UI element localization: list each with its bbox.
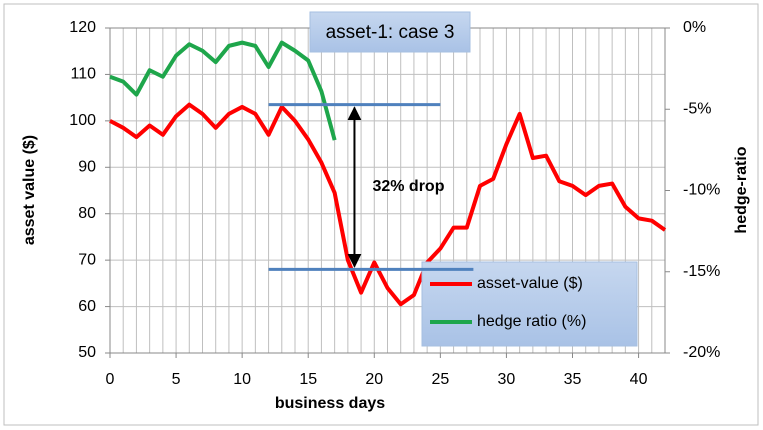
x-axis-label: business days <box>275 395 385 412</box>
y-tick-label: 100 <box>69 112 96 129</box>
y2-tick-label: -10% <box>683 182 720 199</box>
y-tick-label: 80 <box>78 205 96 222</box>
x-tick-label: 20 <box>365 371 383 388</box>
y2-tick-label: 0% <box>683 19 706 36</box>
y2-tick-label: -20% <box>683 344 720 361</box>
x-tick-label: 35 <box>564 371 582 388</box>
x-tick-label: 30 <box>498 371 516 388</box>
x-tick-label: 40 <box>630 371 648 388</box>
y-tick-label: 70 <box>78 251 96 268</box>
x-tick-label: 10 <box>233 371 251 388</box>
y-tick-label: 110 <box>70 66 96 83</box>
chart-frame <box>3 3 759 426</box>
annotation-label: 32% drop <box>372 178 444 195</box>
y-tick-label: 90 <box>78 159 96 176</box>
y-tick-label: 50 <box>78 344 96 361</box>
legend-label: asset-value ($) <box>477 275 583 292</box>
y2-tick-label: -5% <box>683 100 711 117</box>
x-tick-label: 0 <box>106 371 115 388</box>
y-tick-label: 60 <box>78 298 96 315</box>
y2-axis-label: hedge-ratio <box>733 146 750 233</box>
y-tick-label: 120 <box>69 19 96 36</box>
series-line <box>109 102 667 307</box>
x-tick-label: 5 <box>172 371 181 388</box>
legend-box <box>421 261 638 347</box>
legend-label: hedge ratio (%) <box>477 313 586 330</box>
x-tick-label: 25 <box>431 371 449 388</box>
x-tick-label: 15 <box>299 371 317 388</box>
chart-title: asset-1: case 3 <box>326 22 455 43</box>
y-axis-label: asset value ($) <box>21 135 38 245</box>
series-line <box>109 40 337 141</box>
y2-tick-label: -15% <box>683 263 720 280</box>
title-box <box>309 11 471 53</box>
